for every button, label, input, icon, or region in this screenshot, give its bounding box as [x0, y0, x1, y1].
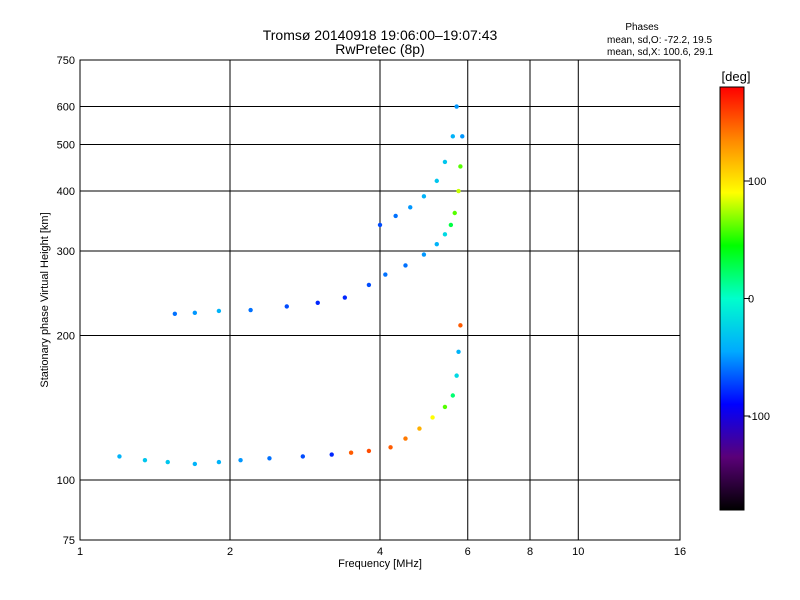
y-tick-label: 750 [57, 55, 75, 67]
data-point [417, 426, 422, 431]
data-point [267, 456, 272, 461]
data-point [442, 159, 448, 165]
x-tick-label: 8 [527, 546, 533, 558]
x-axis-label: Frequency [MHz] [338, 558, 422, 570]
data-point [388, 445, 393, 450]
x-tick-label: 2 [227, 546, 233, 558]
data-point [442, 232, 448, 237]
data-point [342, 295, 348, 300]
phase-stat-o: mean, sd,O: -72.2, 19.5 [607, 35, 712, 46]
data-point [458, 164, 463, 169]
x-tick-label: 10 [572, 546, 584, 558]
data-points [117, 104, 465, 467]
chart-title: Tromsø 20140918 19:06:00–19:07:43 [263, 27, 498, 43]
data-point [448, 222, 454, 228]
data-point [452, 210, 457, 216]
data-point [450, 134, 456, 139]
data-point [142, 457, 148, 463]
phase-header: Phases [625, 22, 658, 33]
data-point [165, 459, 170, 465]
data-point [172, 311, 178, 316]
data-point [454, 104, 459, 109]
data-point [442, 404, 448, 410]
data-point [458, 323, 463, 328]
colorbar [719, 86, 745, 511]
colorbar-ticks: 100 0 -100 [744, 176, 770, 423]
y-tick-label: 75 [63, 535, 75, 547]
colorbar-label: [deg] [722, 69, 751, 84]
data-point [192, 310, 198, 316]
chart-subtitle: RwPretec (8p) [335, 41, 424, 57]
data-point [315, 300, 320, 306]
data-point [403, 436, 408, 441]
colorbar-tick-label: -100 [748, 411, 770, 423]
y-axis-ticks: 75 100 200 300 400 500 600 750 [57, 55, 75, 547]
data-point [216, 308, 222, 314]
data-point [238, 457, 243, 463]
y-tick-label: 600 [57, 102, 75, 114]
data-point [300, 454, 306, 459]
data-point [393, 213, 398, 219]
data-point [434, 241, 439, 247]
data-point [454, 373, 459, 378]
phase-stat-x: mean, sd,X: 100.6, 29.1 [607, 47, 714, 58]
data-point [117, 454, 122, 459]
data-point [421, 252, 427, 257]
data-point [329, 452, 334, 457]
y-tick-label: 300 [57, 246, 75, 258]
data-point [456, 349, 461, 354]
y-tick-label: 500 [57, 140, 75, 152]
x-axis-ticks: 1 2 4 6 8 10 16 [77, 546, 686, 558]
x-tick-label: 6 [465, 546, 471, 558]
y-tick-label: 400 [57, 186, 75, 198]
x-tick-label: 1 [77, 546, 83, 558]
colorbar-tick-label: 0 [748, 294, 754, 306]
data-point [192, 461, 198, 467]
data-point [456, 188, 461, 194]
data-point [348, 450, 354, 455]
plot-frame [79, 59, 681, 541]
data-point [460, 134, 465, 139]
data-point [248, 307, 253, 313]
data-point [430, 415, 435, 420]
y-axis-label: Stationary phase Virtual Height [km] [39, 212, 51, 387]
x-tick-label: 4 [377, 546, 383, 558]
y-tick-label: 100 [57, 475, 75, 487]
x-tick-label: 16 [674, 546, 686, 558]
y-tick-label: 200 [57, 331, 75, 343]
data-point [383, 272, 388, 277]
data-point [408, 205, 413, 210]
data-point [216, 459, 222, 465]
data-point [450, 393, 456, 398]
data-point [366, 282, 372, 288]
colorbar-tick-label: 100 [748, 176, 766, 188]
data-point [284, 304, 289, 309]
grid-lines [80, 60, 680, 540]
data-point [377, 222, 383, 228]
data-point [434, 178, 439, 184]
data-point [421, 194, 427, 199]
data-point [366, 448, 372, 454]
data-point [403, 263, 408, 268]
